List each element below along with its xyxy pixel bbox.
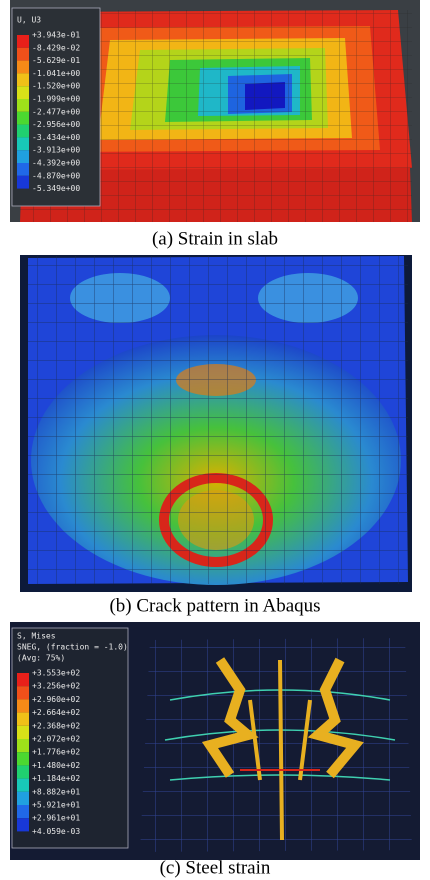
legend-swatch (17, 163, 29, 176)
legend-title: SNEG, (fraction = -1.0) (17, 643, 128, 652)
legend-value: +1.776e+02 (32, 748, 80, 757)
legend-swatch (17, 86, 29, 99)
legend-value: +3.256e+02 (32, 682, 80, 691)
page: U, U3 +3.943e-01 -8.429e-02 -5.629e-01 -1.04… (0, 0, 430, 880)
panel-b-image (20, 255, 412, 592)
legend-value: +3.553e+02 (32, 669, 80, 678)
legend-value: +2.664e+02 (32, 708, 80, 717)
legend-value: +2.960e+02 (32, 695, 80, 704)
legend-value: -1.999e+00 (32, 95, 80, 104)
legend-value: +4.059e-03 (32, 827, 80, 836)
legend-swatch (17, 35, 29, 48)
legend-swatch (17, 713, 29, 726)
legend-swatch (17, 112, 29, 125)
caption: (a) Strain in slab (152, 228, 278, 249)
legend-swatch (17, 73, 29, 86)
legend-value: -1.520e+00 (32, 82, 80, 91)
legend-swatch (17, 792, 29, 805)
legend-value: -4.870e+00 (32, 171, 80, 180)
legend-value: -1.041e+00 (32, 69, 80, 78)
legend-value: +3.943e-01 (32, 31, 80, 40)
legend-swatch (17, 805, 29, 818)
legend-value: +1.480e+02 (32, 761, 80, 770)
caption: (c) Steel strain (160, 857, 271, 878)
legend-value: -2.956e+00 (32, 120, 80, 129)
legend-swatch (17, 176, 29, 189)
legend-value: +2.072e+02 (32, 735, 80, 744)
legend-value: -3.434e+00 (32, 133, 80, 142)
legend-title: (Avg: 75%) (17, 654, 65, 663)
legend-value: -4.392e+00 (32, 159, 80, 168)
legend-value: +2.961e+01 (32, 814, 80, 823)
legend-value: +2.368e+02 (32, 721, 80, 730)
legend-swatch (17, 673, 29, 686)
legend-swatch (17, 699, 29, 712)
legend-swatch (17, 686, 29, 699)
legend-swatch (17, 765, 29, 778)
legend-swatch (17, 48, 29, 61)
legend-value: -5.629e-01 (32, 56, 80, 65)
legend-swatch (17, 61, 29, 74)
legend-swatch (17, 726, 29, 739)
legend-swatch (17, 739, 29, 752)
legend-swatch (17, 752, 29, 765)
legend-swatch (17, 779, 29, 792)
legend-value: -8.429e-02 (32, 43, 80, 52)
legend-value: +5.921e+01 (32, 801, 80, 810)
caption: (b) Crack pattern in Abaqus (109, 595, 320, 616)
legend-swatch (17, 150, 29, 163)
legend-value: -3.913e+00 (32, 146, 80, 155)
figure: U, U3 +3.943e-01 -8.429e-02 -5.629e-01 -1.04… (0, 0, 430, 880)
legend-value: -2.477e+00 (32, 107, 80, 116)
legend-value: +8.882e+01 (32, 787, 80, 796)
legend-swatch (17, 818, 29, 831)
legend-value: -5.349e+00 (32, 184, 80, 193)
legend-swatch (17, 99, 29, 112)
legend-title: S, Mises (17, 632, 56, 641)
legend-swatch (17, 125, 29, 138)
legend-title: U, U3 (17, 16, 41, 25)
legend-swatch (17, 137, 29, 150)
legend-value: +1.184e+02 (32, 774, 80, 783)
